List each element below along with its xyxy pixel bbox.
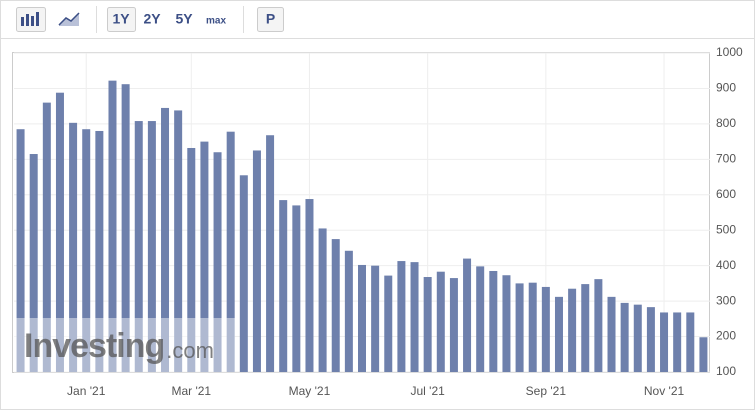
y-tick-label: 900 [716, 81, 736, 95]
line-chart-button[interactable] [54, 7, 84, 32]
bar [121, 84, 130, 373]
bar [699, 337, 708, 372]
range-button[interactable]: 1Y [112, 11, 130, 27]
bar [358, 264, 366, 372]
bar [660, 312, 669, 372]
bar [541, 286, 550, 372]
y-tick-label: 800 [716, 116, 736, 130]
bar [423, 277, 432, 372]
bar [686, 312, 695, 372]
bar [55, 92, 64, 372]
bar [252, 150, 261, 372]
bar [502, 275, 511, 372]
x-tick-label: May '21 [289, 384, 331, 398]
bar [397, 261, 406, 372]
bar [449, 278, 458, 372]
y-tick-label: 400 [716, 258, 736, 272]
bar [620, 302, 629, 372]
y-tick-label: 100 [716, 364, 736, 378]
y-tick-label: 300 [716, 293, 736, 307]
range-button[interactable]: 2Y [143, 11, 161, 27]
bar [213, 152, 222, 372]
y-tick-label: 200 [716, 329, 736, 343]
bar [305, 199, 314, 372]
bar [581, 284, 590, 372]
bar [279, 200, 288, 372]
bar [69, 122, 78, 372]
bar [42, 102, 51, 372]
bar [200, 141, 209, 372]
watermark: Investing [24, 327, 164, 365]
bar [489, 270, 498, 372]
bar [607, 296, 616, 372]
bar [82, 129, 91, 372]
bar-chart-button[interactable] [16, 7, 46, 32]
y-tick-label: 500 [716, 222, 736, 236]
bar [226, 131, 235, 372]
x-tick-label: Sep '21 [526, 384, 567, 398]
bar [528, 282, 537, 372]
bar [108, 80, 117, 372]
bar [239, 175, 248, 372]
x-tick-label: Jul '21 [411, 384, 446, 398]
range-button-selected[interactable] [107, 7, 136, 32]
bar [646, 307, 655, 372]
bar [371, 265, 380, 372]
bar [463, 258, 472, 372]
y-tick-label: 1000 [716, 45, 743, 59]
bar [95, 130, 104, 372]
bar [174, 110, 183, 373]
bar [633, 304, 642, 372]
bar [292, 205, 301, 372]
bar [266, 135, 275, 372]
bar [187, 147, 196, 372]
range-button[interactable]: 5Y [175, 11, 193, 27]
bar [344, 250, 353, 372]
bar [318, 228, 327, 372]
bar [515, 283, 524, 372]
y-tick-label: 600 [716, 187, 736, 201]
bar [331, 239, 340, 372]
bar [16, 129, 25, 372]
x-tick-label: Mar '21 [171, 384, 211, 398]
x-tick-label: Jan '21 [67, 384, 106, 398]
range-button[interactable]: max [206, 16, 226, 27]
p-button-box[interactable] [257, 7, 284, 32]
bar [29, 154, 38, 372]
bar [410, 262, 419, 372]
bar [594, 279, 603, 372]
watermark: .com [166, 338, 214, 363]
bar [673, 312, 682, 372]
bar [554, 296, 563, 372]
bar [384, 275, 393, 372]
watermark-backdrop [13, 318, 235, 372]
bar [568, 288, 577, 372]
y-tick-label: 700 [716, 152, 736, 166]
bar [161, 107, 170, 372]
x-tick-label: Nov '21 [644, 384, 685, 398]
bar [436, 271, 445, 372]
bar [476, 266, 485, 372]
bar [134, 121, 143, 372]
p-button[interactable]: P [266, 11, 275, 27]
bar [147, 121, 156, 372]
